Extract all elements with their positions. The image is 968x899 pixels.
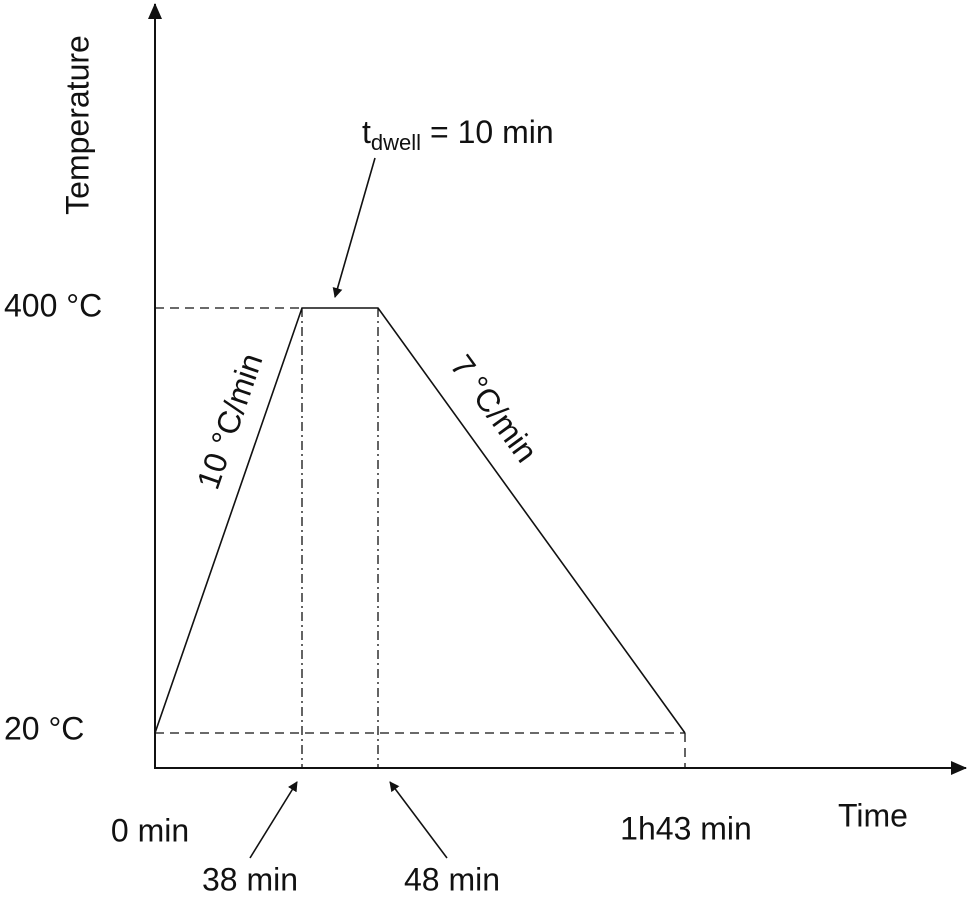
x-mark-label: 1h43 min — [620, 810, 752, 846]
temperature-profile — [154, 307, 686, 734]
dwell-subscript: dwell — [371, 130, 421, 155]
heating-rate: 10 °C/min — [190, 349, 270, 494]
x-axis-label: Time — [838, 797, 908, 833]
dwell-text: = 10 min — [430, 114, 554, 150]
cooling-rate: 7 °C/min — [443, 348, 544, 469]
x-mark-label: 38 min — [202, 861, 298, 897]
dwell-symbol: t — [362, 114, 371, 150]
arrow — [332, 157, 376, 298]
dwell-annotation: tdwell = 10 min — [362, 114, 554, 154]
x-mark-label: 0 min — [111, 812, 189, 848]
arrow — [389, 781, 448, 859]
y-axis-label: Temperature — [59, 35, 95, 215]
y-level-label: 400 °C — [4, 287, 102, 323]
arrow — [249, 781, 298, 859]
y-level-label: 20 °C — [4, 710, 84, 746]
x-mark-label: 48 min — [404, 861, 500, 897]
